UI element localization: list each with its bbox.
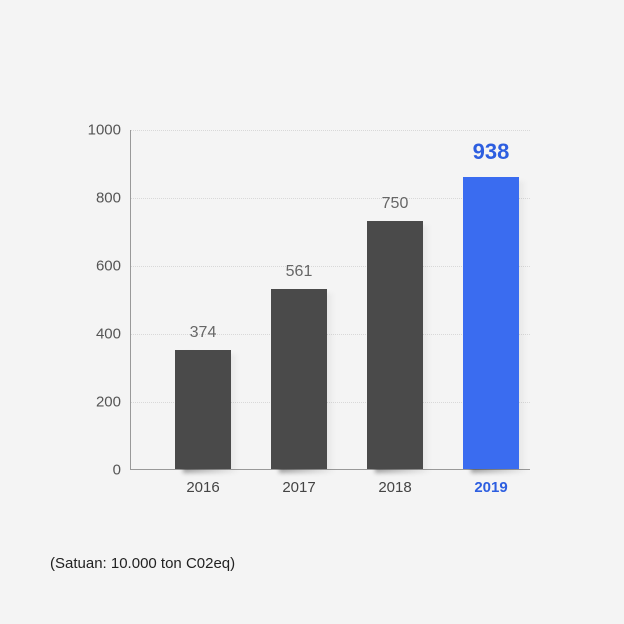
chart-caption: (Satuan: 10.000 ton C02eq) (50, 555, 235, 572)
bar-2019: 938 (463, 177, 519, 469)
bar-value-label: 561 (286, 263, 313, 281)
y-axis-label: 1000 (88, 122, 121, 139)
plot-area: 0200400600800100037420165612017750201893… (130, 130, 530, 470)
x-axis-label: 2016 (186, 479, 219, 496)
bar-rect (463, 177, 519, 469)
y-axis-label: 400 (96, 326, 121, 343)
y-axis-label: 0 (113, 462, 121, 479)
bar-2018: 750 (367, 221, 423, 469)
bar-2017: 561 (271, 289, 327, 469)
bar-chart: 0200400600800100037420165612017750201893… (70, 130, 550, 500)
bar-rect (175, 350, 231, 469)
bar-value-label: 374 (190, 324, 217, 342)
x-axis-label: 2018 (378, 479, 411, 496)
x-axis-label: 2017 (282, 479, 315, 496)
y-axis-label: 600 (96, 258, 121, 275)
bar-rect (367, 221, 423, 469)
bar-2016: 374 (175, 350, 231, 469)
bar-value-label: 938 (473, 139, 510, 165)
bar-value-label: 750 (382, 195, 409, 213)
y-axis-label: 800 (96, 190, 121, 207)
gridline (131, 130, 530, 131)
x-axis-label: 2019 (474, 479, 507, 496)
bar-rect (271, 289, 327, 469)
y-axis-label: 200 (96, 394, 121, 411)
